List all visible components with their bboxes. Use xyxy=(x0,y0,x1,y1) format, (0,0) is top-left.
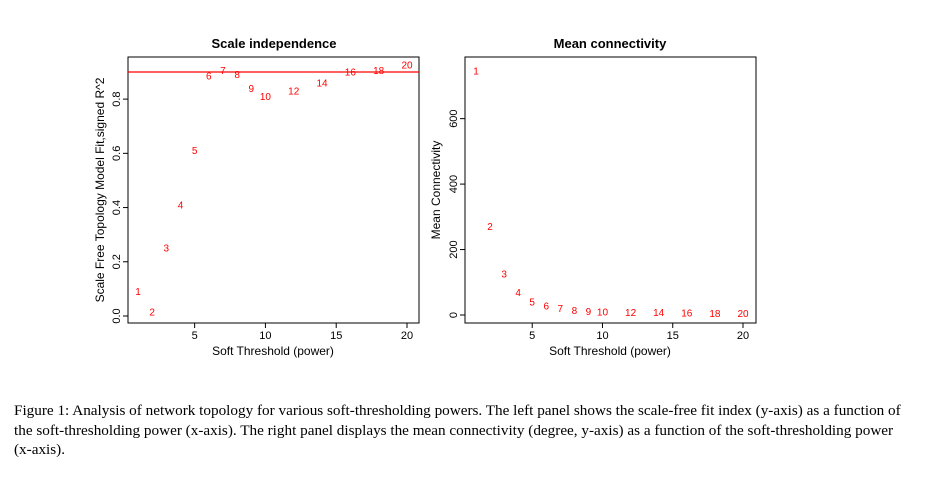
x-tick-label: 15 xyxy=(667,330,679,342)
data-point-label: 1 xyxy=(473,67,479,78)
data-point-label: 5 xyxy=(192,146,198,157)
data-point-label: 12 xyxy=(625,308,637,319)
data-point-label: 12 xyxy=(288,86,300,97)
y-tick-label: 200 xyxy=(448,240,460,258)
x-axis-ticks: 5 10 15 20 xyxy=(192,323,413,342)
x-tick-label: 5 xyxy=(192,330,198,342)
y-tick-label: 0.2 xyxy=(111,254,123,269)
data-point-label: 5 xyxy=(529,297,535,308)
plot-frame xyxy=(127,56,420,324)
data-point-label: 4 xyxy=(178,200,184,211)
y-tick-label: 0.4 xyxy=(111,200,123,215)
data-point-label: 6 xyxy=(543,301,549,312)
data-point-label: 8 xyxy=(572,306,578,317)
data-point-label: 1 xyxy=(135,287,141,298)
data-point-label: 20 xyxy=(737,309,749,320)
panel-title: Mean connectivity xyxy=(554,36,667,51)
panel-title: Scale independence xyxy=(212,36,337,51)
mean-connectivity-panel: Mean connectivity Soft Threshold (power)… xyxy=(429,36,757,358)
data-point-label: 4 xyxy=(515,288,521,299)
y-tick-label: 0.8 xyxy=(111,91,123,106)
y-axis-label: Mean Connectivity xyxy=(429,141,443,240)
data-point-label: 10 xyxy=(597,308,609,319)
data-point-label: 20 xyxy=(401,61,413,72)
y-axis-ticks: 0.0 0.2 0.4 0.6 0.8 xyxy=(111,91,128,324)
data-point-label: 14 xyxy=(316,78,328,89)
x-tick-label: 15 xyxy=(330,330,342,342)
data-point-label: 2 xyxy=(487,222,493,233)
x-tick-label: 20 xyxy=(737,330,749,342)
data-point-label: 18 xyxy=(709,309,721,320)
y-tick-label: 400 xyxy=(448,175,460,193)
data-point-label: 6 xyxy=(206,72,212,83)
data-point-label: 16 xyxy=(681,309,693,320)
data-point-label: 16 xyxy=(345,68,357,79)
x-axis-label: Soft Threshold (power) xyxy=(212,344,334,358)
data-point-label: 9 xyxy=(248,84,254,95)
x-tick-label: 10 xyxy=(596,330,608,342)
y-tick-label: 0 xyxy=(448,312,460,318)
x-tick-label: 5 xyxy=(529,330,535,342)
figure-panels: Scale independence Soft Threshold (power… xyxy=(93,36,757,358)
data-point-label: 8 xyxy=(234,70,240,81)
y-axis-label: Scale Free Topology Model Fit,signed R^2 xyxy=(93,77,107,302)
y-tick-label: 600 xyxy=(448,109,460,127)
plot-frame xyxy=(464,56,757,324)
data-point-label: 3 xyxy=(501,270,507,281)
y-axis-ticks: 0 200 400 600 xyxy=(448,109,465,318)
data-point-label: 7 xyxy=(558,304,564,315)
data-point-label: 2 xyxy=(149,307,155,318)
x-tick-label: 20 xyxy=(401,330,413,342)
x-tick-label: 10 xyxy=(259,330,271,342)
y-tick-label: 0.0 xyxy=(111,308,123,323)
data-point-label: 10 xyxy=(260,92,272,103)
figure-caption: Figure 1: Analysis of network topology f… xyxy=(14,402,901,458)
x-axis-label: Soft Threshold (power) xyxy=(549,344,671,358)
data-point-label: 3 xyxy=(164,244,170,255)
scale-independence-panel: Scale independence Soft Threshold (power… xyxy=(93,36,420,358)
x-axis-ticks: 5 10 15 20 xyxy=(529,323,749,342)
y-tick-label: 0.6 xyxy=(111,146,123,161)
data-point-label: 14 xyxy=(653,308,665,319)
data-point-label: 9 xyxy=(586,307,592,318)
